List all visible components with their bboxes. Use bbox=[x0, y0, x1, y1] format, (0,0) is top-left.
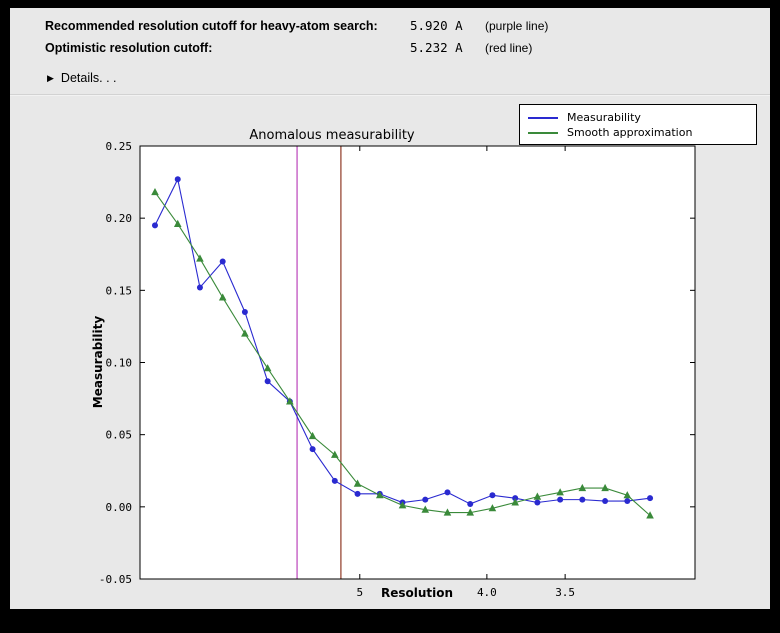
svg-text:5: 5 bbox=[356, 586, 363, 599]
recommended-cutoff-note: (purple line) bbox=[485, 19, 549, 33]
smooth-approximation-line-icon bbox=[528, 131, 558, 134]
svg-text:0.00: 0.00 bbox=[106, 501, 133, 514]
legend-label: Measurability bbox=[567, 111, 641, 124]
legend-entry-measurability: Measurability bbox=[528, 110, 750, 125]
recommended-cutoff-row: Recommended resolution cutoff for heavy-… bbox=[10, 18, 770, 40]
svg-text:0.05: 0.05 bbox=[106, 429, 133, 442]
disclosure-triangle-icon: ▶ bbox=[47, 72, 54, 83]
details-disclosure[interactable]: ▶ Details. . . bbox=[10, 66, 770, 90]
y-axis-label: Measurability bbox=[91, 316, 105, 409]
results-panel: Recommended resolution cutoff for heavy-… bbox=[10, 8, 770, 609]
svg-text:0.25: 0.25 bbox=[106, 140, 133, 153]
optimistic-cutoff-note: (red line) bbox=[485, 41, 533, 55]
recommended-cutoff-label: Recommended resolution cutoff for heavy-… bbox=[45, 19, 378, 33]
details-label: Details. . . bbox=[60, 71, 117, 85]
measurability-line-icon bbox=[528, 116, 558, 119]
svg-text:0.10: 0.10 bbox=[106, 357, 133, 370]
svg-text:0.20: 0.20 bbox=[106, 212, 133, 225]
header-divider bbox=[10, 94, 770, 96]
svg-text:4.0: 4.0 bbox=[477, 586, 497, 599]
chart-area: Anomalous measurability Resolution Measu… bbox=[10, 96, 770, 601]
svg-text:0.15: 0.15 bbox=[106, 284, 133, 297]
optimistic-cutoff-row: Optimistic resolution cutoff: 5.232 A (r… bbox=[10, 40, 770, 62]
chart-title: Anomalous measurability bbox=[249, 128, 415, 143]
header: Recommended resolution cutoff for heavy-… bbox=[10, 8, 770, 96]
optimistic-cutoff-label: Optimistic resolution cutoff: bbox=[45, 41, 213, 55]
svg-text:3.5: 3.5 bbox=[555, 586, 575, 599]
x-axis-label: Resolution bbox=[381, 586, 453, 600]
plot-layer: 0.25 0.20 0.15 0.10 0.05 0.00 -0.05 5 4.0 3.5 bbox=[99, 140, 696, 599]
measurability-chart: Anomalous measurability Resolution Measu… bbox=[91, 128, 696, 600]
chart-legend: Measurability Smooth approximation bbox=[519, 104, 757, 145]
legend-label: Smooth approximation bbox=[567, 126, 693, 139]
svg-text:-0.05: -0.05 bbox=[99, 573, 132, 586]
optimistic-cutoff-value: 5.232 A bbox=[410, 40, 463, 55]
legend-entry-smooth-approximation: Smooth approximation bbox=[528, 125, 750, 140]
recommended-cutoff-value: 5.920 A bbox=[410, 18, 463, 33]
